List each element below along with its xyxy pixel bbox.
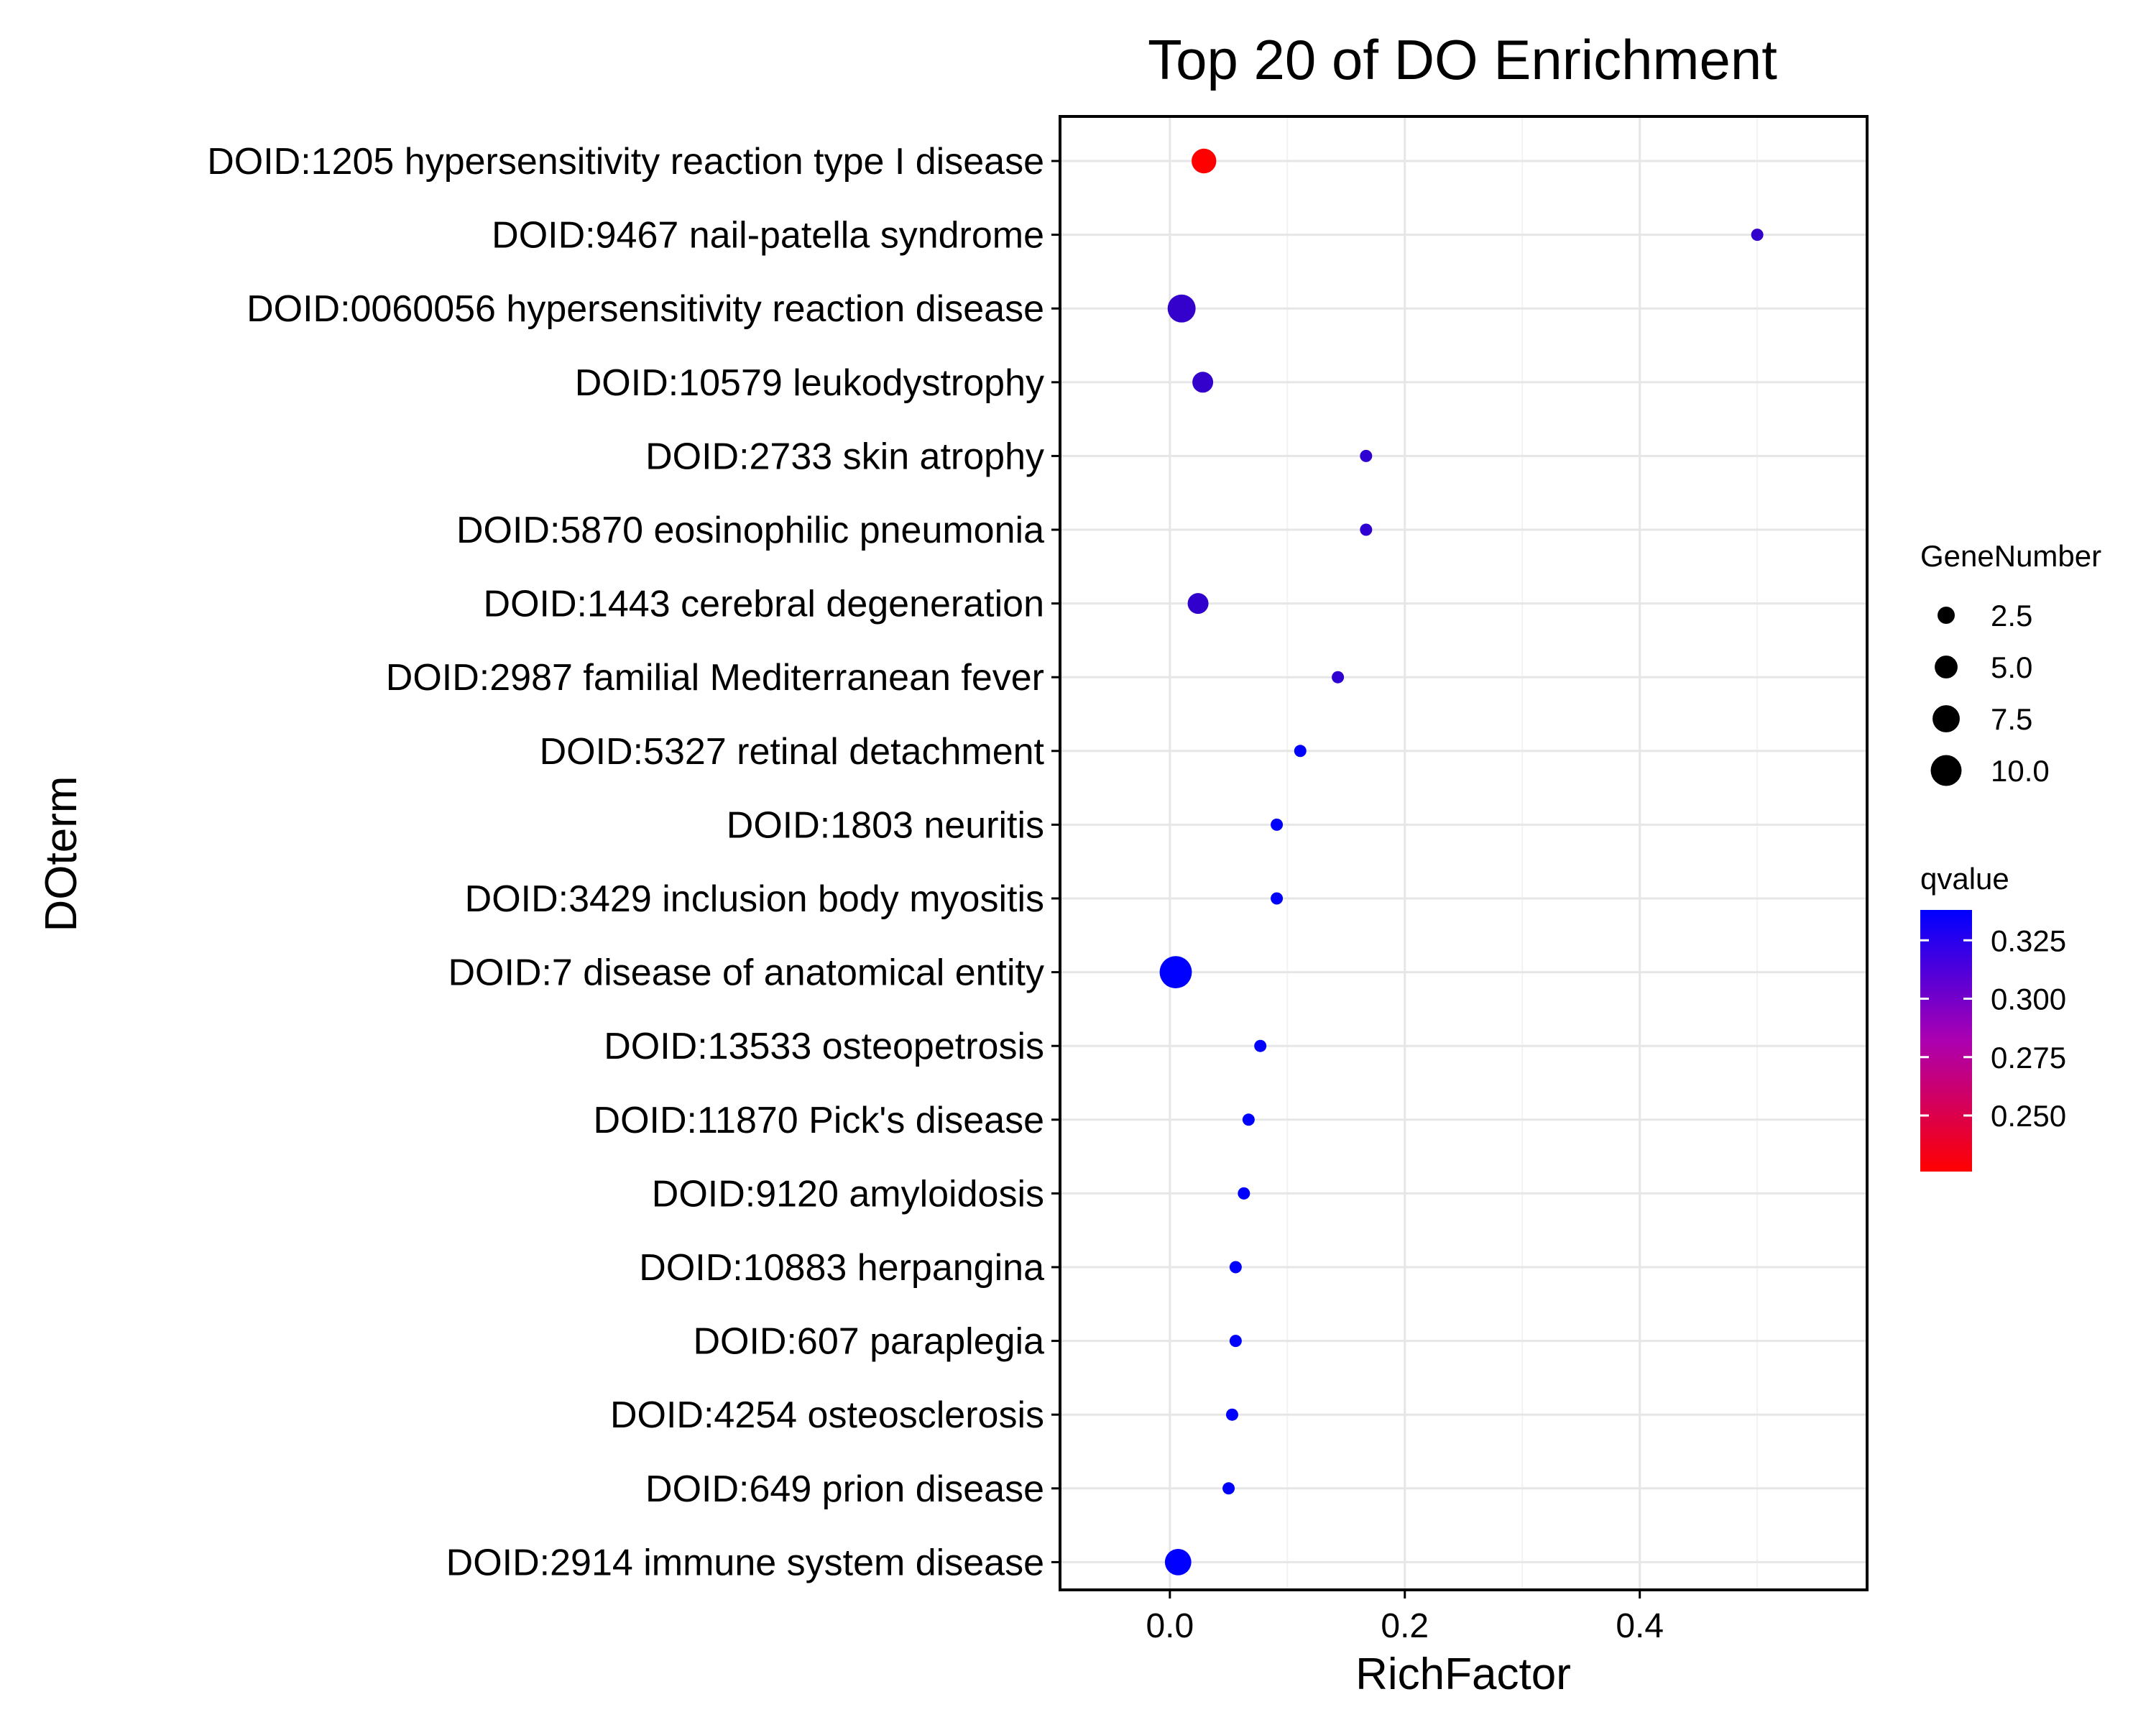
- y-tick-label: DOID:13533 osteopetrosis: [604, 1026, 1044, 1067]
- y-tick-label: DOID:2987 familial Mediterranean fever: [386, 657, 1044, 699]
- color-legend-label: 0.275: [1991, 1041, 2066, 1075]
- size-legend-label: 5.0: [1991, 650, 2032, 684]
- x-tick-label: 0.2: [1381, 1607, 1429, 1645]
- size-legend-label: 2.5: [1991, 599, 2032, 632]
- data-point: [1187, 593, 1209, 615]
- data-point: [1294, 745, 1307, 758]
- y-tick-label: DOID:607 paraplegia: [693, 1321, 1044, 1363]
- data-point: [1271, 818, 1284, 831]
- y-tick-label: DOID:1205 hypersensitivity reaction type…: [207, 141, 1044, 183]
- plot-border: [1059, 115, 1869, 1591]
- x-axis: 0.0 0.2 0.4: [1146, 1590, 1664, 1645]
- y-tick-label: DOID:5327 retinal detachment: [540, 731, 1045, 773]
- y-tick-label: DOID:9467 nail-patella syndrome: [492, 215, 1044, 257]
- data-point: [1229, 1261, 1242, 1274]
- y-tick-label: DOID:9120 amyloidosis: [652, 1173, 1044, 1215]
- data-point: [1254, 1039, 1267, 1052]
- y-tick-label: DOID:4254 osteosclerosis: [610, 1394, 1044, 1436]
- y-tick-label: DOID:5870 eosinophilic pneumonia: [456, 510, 1044, 551]
- color-legend-bar: [1920, 910, 1972, 1172]
- color-legend-label: 0.325: [1991, 924, 2066, 957]
- chart-title: Top 20 of DO Enrichment: [1148, 28, 1777, 91]
- data-point: [1242, 1113, 1255, 1126]
- y-tick-label: DOID:649 prion disease: [645, 1468, 1044, 1510]
- y-tick-label: DOID:1803 neuritis: [727, 804, 1044, 846]
- data-point: [1222, 1482, 1235, 1495]
- data-point: [1192, 148, 1217, 174]
- y-axis-label: DOterm: [37, 776, 86, 932]
- x-tick-label: 0.0: [1146, 1607, 1194, 1645]
- data-point: [1360, 523, 1373, 536]
- y-tick-label: DOID:2733 skin atrophy: [645, 436, 1044, 477]
- data-point: [1164, 1549, 1192, 1576]
- data-point: [1360, 449, 1373, 462]
- size-legend-dot: [1935, 656, 1958, 678]
- data-point: [1167, 294, 1196, 323]
- color-legend: qvalue 0.325 0.300 0.275 0.250: [1920, 862, 2066, 1172]
- y-tick-label: DOID:2914 immune system disease: [446, 1542, 1044, 1583]
- size-legend-dot: [1930, 755, 1962, 786]
- y-tick-label: DOID:10883 herpangina: [639, 1247, 1044, 1289]
- grid-lines: [1060, 116, 1867, 1590]
- size-legend-title: GeneNumber: [1920, 539, 2101, 573]
- y-tick-label: DOID:11870 Pick's disease: [594, 1100, 1044, 1141]
- y-axis: DOID:1205 hypersensitivity reaction type…: [207, 141, 1060, 1583]
- data-point: [1192, 372, 1214, 393]
- plot-background: [1060, 116, 1867, 1590]
- size-legend-label: 10.0: [1991, 754, 2050, 788]
- y-tick-label: DOID:3429 inclusion body myositis: [465, 878, 1044, 920]
- data-point: [1751, 229, 1764, 242]
- y-tick-label: DOID:7 disease of anatomical entity: [448, 952, 1044, 994]
- y-tick-label: DOID:10579 leukodystrophy: [575, 362, 1044, 404]
- size-legend-dot: [1938, 607, 1955, 624]
- y-tick-label: DOID:0060056 hypersensitivity reaction d…: [247, 288, 1044, 330]
- size-legend: GeneNumber 2.5 5.0 7.5 10.0: [1920, 539, 2101, 788]
- data-point: [1271, 892, 1284, 905]
- data-point: [1229, 1335, 1242, 1348]
- data-point: [1332, 671, 1345, 684]
- x-tick-label: 0.4: [1616, 1607, 1664, 1645]
- size-legend-label: 7.5: [1991, 702, 2032, 736]
- color-legend-label: 0.300: [1991, 983, 2066, 1016]
- color-legend-title: qvalue: [1920, 862, 2009, 896]
- size-legend-dot: [1932, 705, 1960, 732]
- y-tick-label: DOID:1443 cerebral degeneration: [484, 584, 1044, 625]
- x-axis-label: RichFactor: [1355, 1650, 1571, 1699]
- data-points: [1159, 148, 1764, 1576]
- data-point: [1238, 1187, 1250, 1200]
- color-legend-label: 0.250: [1991, 1099, 2066, 1133]
- data-point: [1225, 1408, 1238, 1421]
- data-point: [1159, 956, 1192, 988]
